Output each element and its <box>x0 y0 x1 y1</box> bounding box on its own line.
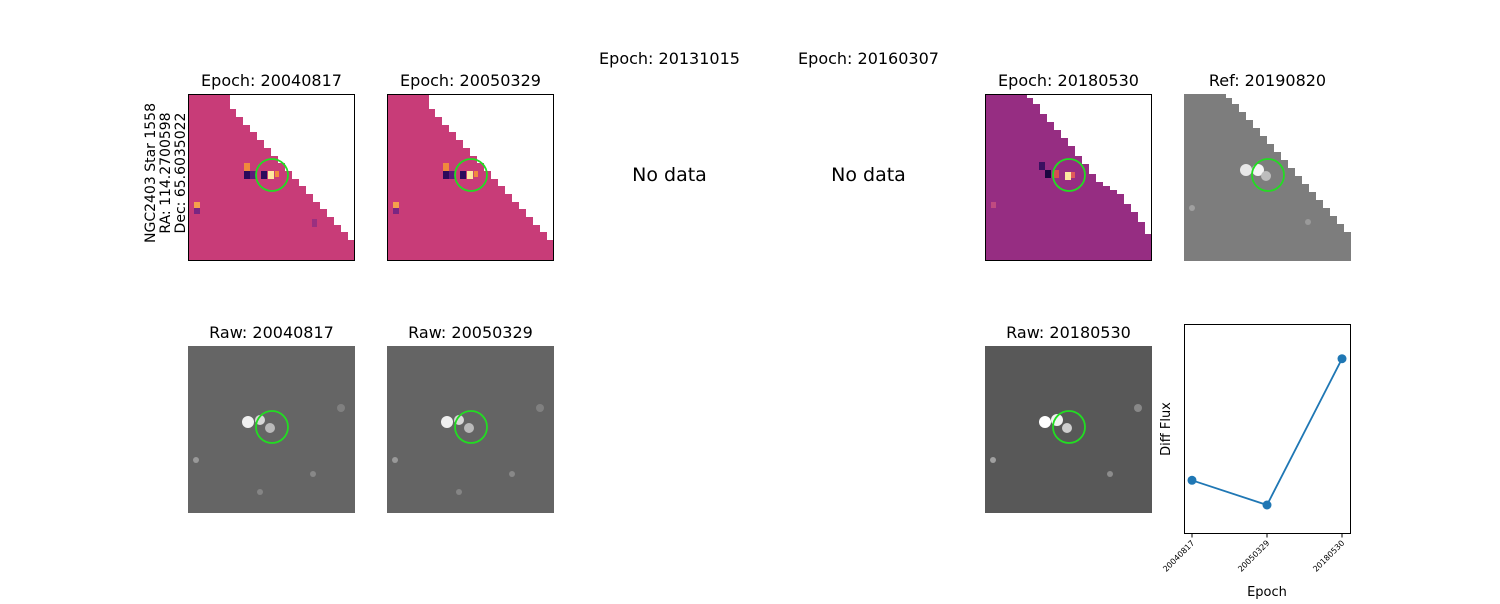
title-epoch-2: Epoch: 20050329 <box>400 71 541 90</box>
x-tick-label: 20180530 <box>1311 539 1346 574</box>
diff-image-1 <box>188 94 355 261</box>
title-raw-2: Raw: 20050329 <box>408 323 533 342</box>
x-tick-label: 20050329 <box>1236 539 1271 574</box>
raw-image-3 <box>985 346 1152 513</box>
title-epoch-4: Epoch: 20160307 <box>798 49 939 68</box>
title-epoch-3: Epoch: 20131015 <box>599 49 740 68</box>
raw-image-1 <box>188 346 355 513</box>
series-line <box>1191 358 1343 507</box>
title-raw-3: Raw: 20180530 <box>1006 323 1131 342</box>
title-raw-1: Raw: 20040817 <box>209 323 334 342</box>
light-curve-chart: 20040817 20050329 20180530 Epoch Diff Flux <box>1150 318 1370 600</box>
title-epoch-5: Epoch: 20180530 <box>998 71 1139 90</box>
no-data-label-1: No data <box>632 164 707 186</box>
y-axis-label: Diff Flux <box>1159 402 1174 456</box>
light-curve-svg: 20040817 20050329 20180530 Epoch Diff Flux <box>1159 324 1351 600</box>
diff-image-2 <box>387 94 554 261</box>
target-label: NGC2403 Star 1558 RA: 114.2700598 Dec: 6… <box>112 88 192 258</box>
raw-image-2 <box>387 346 554 513</box>
x-axis-label: Epoch <box>1247 585 1287 600</box>
no-data-label-2: No data <box>831 164 906 186</box>
target-name: NGC2403 Star 1558 <box>143 103 159 243</box>
target-dec: Dec: 65.6035022 <box>173 113 189 234</box>
title-epoch-1: Epoch: 20040817 <box>201 71 342 90</box>
data-point <box>1187 475 1197 485</box>
data-point <box>1262 500 1272 510</box>
data-point <box>1337 354 1347 364</box>
diff-image-5 <box>985 94 1152 261</box>
title-ref: Ref: 20190820 <box>1208 71 1327 90</box>
target-ra: RA: 114.2700598 <box>158 112 174 233</box>
x-tick-label: 20040817 <box>1161 539 1196 574</box>
reference-image <box>1184 94 1351 261</box>
